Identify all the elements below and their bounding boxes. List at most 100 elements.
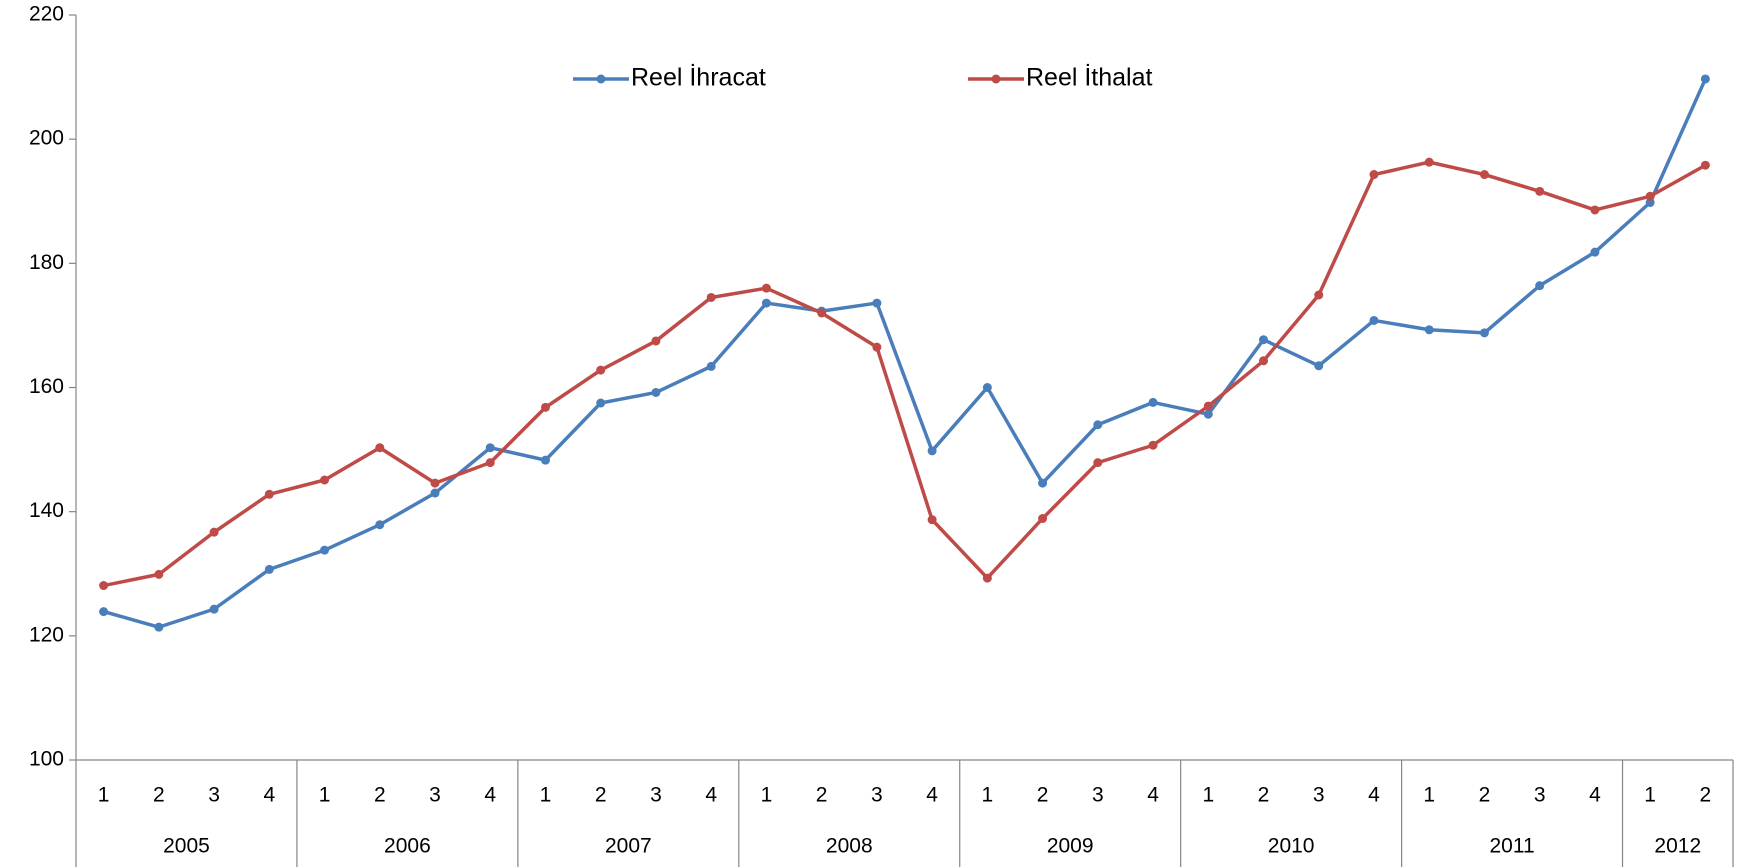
series-point xyxy=(596,398,606,408)
x-group-label: 2006 xyxy=(384,835,431,858)
series-point xyxy=(154,569,164,579)
x-tick-label: 2 xyxy=(1258,784,1270,807)
legend-marker xyxy=(596,74,606,84)
series-point xyxy=(1535,186,1545,196)
x-tick-label: 3 xyxy=(650,784,662,807)
series-point xyxy=(1424,157,1434,167)
x-tick-label: 4 xyxy=(1368,784,1380,807)
x-tick-label: 2 xyxy=(1700,784,1712,807)
x-tick-label: 3 xyxy=(208,784,220,807)
series-point xyxy=(651,387,661,397)
x-group-label: 2010 xyxy=(1268,835,1315,858)
series-point xyxy=(706,292,716,302)
series-point xyxy=(927,446,937,456)
x-tick-label: 1 xyxy=(319,784,331,807)
series-point xyxy=(1148,397,1158,407)
legend-text: Reel İthalat xyxy=(1026,63,1153,92)
legend-text: Reel İhracat xyxy=(631,63,766,92)
series-point xyxy=(706,361,716,371)
y-tick-label: 100 xyxy=(29,748,64,771)
x-group-label: 2011 xyxy=(1489,835,1534,858)
x-tick-label: 2 xyxy=(1037,784,1049,807)
series-point xyxy=(761,283,771,293)
x-tick-label: 2 xyxy=(374,784,386,807)
y-tick-label: 200 xyxy=(29,127,64,150)
series-point xyxy=(264,489,274,499)
y-tick-label: 160 xyxy=(29,375,64,398)
x-group-label: 2007 xyxy=(605,835,652,858)
series-point xyxy=(485,443,495,453)
series-point xyxy=(320,475,330,485)
x-group-label: 2012 xyxy=(1654,835,1701,858)
x-tick-label: 1 xyxy=(1644,784,1656,807)
series-point xyxy=(872,298,882,308)
series-point xyxy=(927,515,937,525)
series-point xyxy=(1259,356,1269,366)
x-tick-label: 2 xyxy=(153,784,165,807)
series-point xyxy=(320,545,330,555)
x-tick-label: 1 xyxy=(98,784,110,807)
series-point xyxy=(540,402,550,412)
series-point xyxy=(1203,401,1213,411)
x-tick-label: 2 xyxy=(1479,784,1491,807)
series-point xyxy=(1479,170,1489,180)
series-point xyxy=(99,607,109,617)
y-tick-label: 120 xyxy=(29,623,64,646)
series-point xyxy=(430,488,440,498)
x-group-label: 2008 xyxy=(826,835,873,858)
series-point xyxy=(1424,325,1434,335)
series-point xyxy=(651,336,661,346)
x-tick-label: 3 xyxy=(1534,784,1546,807)
series-point xyxy=(1203,409,1213,419)
x-tick-label: 2 xyxy=(595,784,607,807)
series-point xyxy=(154,622,164,632)
series-point xyxy=(1038,513,1048,523)
series-point xyxy=(872,342,882,352)
series-point xyxy=(1148,440,1158,450)
x-tick-label: 3 xyxy=(871,784,883,807)
x-tick-label: 4 xyxy=(484,784,496,807)
x-tick-label: 1 xyxy=(1423,784,1435,807)
series-point xyxy=(1314,290,1324,300)
x-tick-label: 1 xyxy=(761,784,773,807)
y-tick-label: 180 xyxy=(29,251,64,274)
series-point xyxy=(375,520,385,530)
series-point xyxy=(761,298,771,308)
x-tick-label: 4 xyxy=(263,784,275,807)
series-point xyxy=(209,604,219,614)
x-tick-label: 1 xyxy=(540,784,552,807)
series-line xyxy=(103,160,1707,588)
series-point xyxy=(375,443,385,453)
x-tick-label: 3 xyxy=(1092,784,1104,807)
series-point xyxy=(1038,478,1048,488)
x-tick-label: 2 xyxy=(816,784,828,807)
series-point xyxy=(982,383,992,392)
x-tick-label: 1 xyxy=(982,784,994,807)
series-point xyxy=(596,365,606,375)
series-point xyxy=(1645,191,1655,201)
x-tick-label: 4 xyxy=(1589,784,1601,807)
series-point xyxy=(1479,328,1489,338)
x-group-label: 2009 xyxy=(1047,835,1094,858)
series-point xyxy=(540,455,550,465)
y-tick-label: 140 xyxy=(29,499,64,522)
series-point xyxy=(1590,205,1600,215)
x-group-label: 2005 xyxy=(163,835,210,858)
series-point xyxy=(1314,361,1324,371)
series-point xyxy=(1590,247,1600,257)
series-point xyxy=(982,573,992,583)
x-tick-label: 4 xyxy=(1147,784,1159,807)
series-point xyxy=(430,478,440,488)
series-point xyxy=(1700,160,1710,170)
series-point xyxy=(209,527,219,537)
series-line xyxy=(103,78,1707,629)
series-point xyxy=(1700,74,1710,84)
x-tick-label: 1 xyxy=(1202,784,1214,807)
series-point xyxy=(817,308,827,318)
series-point xyxy=(1093,420,1103,430)
series-point xyxy=(485,458,495,468)
series-point xyxy=(1259,335,1269,345)
series-point xyxy=(1369,315,1379,325)
x-tick-label: 4 xyxy=(705,784,717,807)
